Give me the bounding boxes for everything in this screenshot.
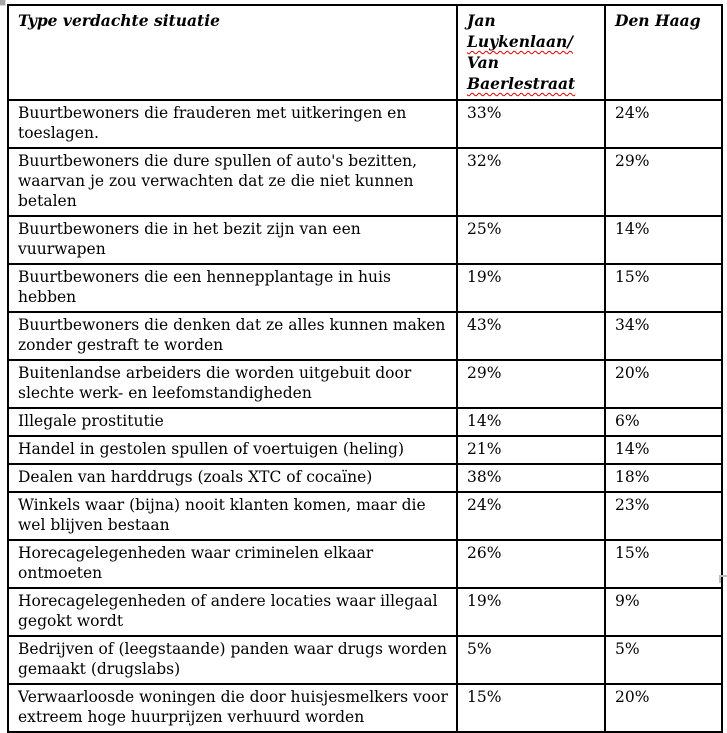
misspelled-word: Luykenlaan/ [467,32,573,51]
header-line: Jan [467,11,496,30]
header-row: Type verdachte situatie Jan Luykenlaan/Van… [7,4,723,101]
column-header-den-haag: Den Haag [604,4,723,101]
situation-cell: Horecagelegenheden waar criminelen elkaa… [7,539,458,589]
jan-luykenlaan-value-cell: 21% [456,435,606,465]
table-row: Buurtbewoners die in het bezit zijn van … [7,215,723,265]
column-header-jan-luykenlaan: Jan Luykenlaan/Van Baerlestraat [456,4,606,101]
table-resize-handle [719,575,727,583]
jan-luykenlaan-value-cell: 33% [456,99,606,149]
table-row: Handel in gestolen spullen of voertuigen… [7,435,723,465]
table-row: Illegale prostitutie 14% 6% [7,407,723,437]
table-row: Horecagelegenheden waar criminelen elkaa… [7,539,723,589]
jan-luykenlaan-value-cell: 5% [456,635,606,685]
jan-luykenlaan-value-cell: 43% [456,311,606,361]
den-haag-value-cell: 5% [604,635,723,685]
den-haag-value-cell: 34% [604,311,723,361]
table-row: Bedrijven of (leegstaande) panden waar d… [7,635,723,685]
den-haag-value-cell: 9% [604,587,723,637]
table-row: Dealen van harddrugs (zoals XTC of cocaï… [7,463,723,493]
den-haag-value-cell: 24% [604,99,723,149]
situation-cell: Buurtbewoners die een hennepplantage in … [7,263,458,313]
column-header-situation: Type verdachte situatie [7,4,458,101]
jan-luykenlaan-value-cell: 32% [456,147,606,217]
den-haag-value-cell: 23% [604,491,723,541]
table-row: Winkels waar (bijna) nooit klanten komen… [7,491,723,541]
situation-cell: Horecagelegenheden of andere locaties wa… [7,587,458,637]
suspicion-types-table: Type verdachte situatie Jan Luykenlaan/Van… [7,4,723,733]
jan-luykenlaan-value-cell: 14% [456,407,606,437]
den-haag-value-cell: 29% [604,147,723,217]
jan-luykenlaan-value-cell: 24% [456,491,606,541]
den-haag-value-cell: 20% [604,359,723,409]
situation-cell: Dealen van harddrugs (zoals XTC of cocaï… [7,463,458,493]
misspelled-word: Baerlestraat [467,74,576,93]
table-header: Type verdachte situatie Jan Luykenlaan/Van… [7,4,723,101]
den-haag-value-cell: 15% [604,539,723,589]
situation-cell: Bedrijven of (leegstaande) panden waar d… [7,635,458,685]
jan-luykenlaan-value-cell: 38% [456,463,606,493]
situation-cell: Handel in gestolen spullen of voertuigen… [7,435,458,465]
jan-luykenlaan-value-cell: 19% [456,587,606,637]
jan-luykenlaan-value-cell: 26% [456,539,606,589]
situation-cell: Buurtbewoners die dure spullen of auto's… [7,147,458,217]
situation-cell: Buurtbewoners die in het bezit zijn van … [7,215,458,265]
jan-luykenlaan-value-cell: 25% [456,215,606,265]
table-row: Buurtbewoners die frauderen met uitkerin… [7,99,723,149]
table-row: Verwaarloosde woningen die door huisjesm… [7,683,723,733]
table-row: Buurtbewoners die dure spullen of auto's… [7,147,723,217]
situation-cell: Illegale prostitutie [7,407,458,437]
den-haag-value-cell: 20% [604,683,723,733]
den-haag-value-cell: 18% [604,463,723,493]
den-haag-value-cell: 14% [604,435,723,465]
situation-cell: Verwaarloosde woningen die door huisjesm… [7,683,458,733]
situation-cell: Buurtbewoners die denken dat ze alles ku… [7,311,458,361]
den-haag-value-cell: 6% [604,407,723,437]
table-row: Horecagelegenheden of andere locaties wa… [7,587,723,637]
jan-luykenlaan-value-cell: 15% [456,683,606,733]
den-haag-value-cell: 15% [604,263,723,313]
situation-cell: Winkels waar (bijna) nooit klanten komen… [7,491,458,541]
jan-luykenlaan-value-cell: 29% [456,359,606,409]
jan-luykenlaan-value-cell: 19% [456,263,606,313]
table-body: Buurtbewoners die frauderen met uitkerin… [7,99,723,733]
table-move-handle [0,0,6,6]
table-row: Buitenlandse arbeiders die worden uitgeb… [7,359,723,409]
den-haag-value-cell: 14% [604,215,723,265]
situation-cell: Buurtbewoners die frauderen met uitkerin… [7,99,458,149]
header-line: Van [467,53,499,72]
table-row: Buurtbewoners die een hennepplantage in … [7,263,723,313]
table-row: Buurtbewoners die denken dat ze alles ku… [7,311,723,361]
situation-cell: Buitenlandse arbeiders die worden uitgeb… [7,359,458,409]
